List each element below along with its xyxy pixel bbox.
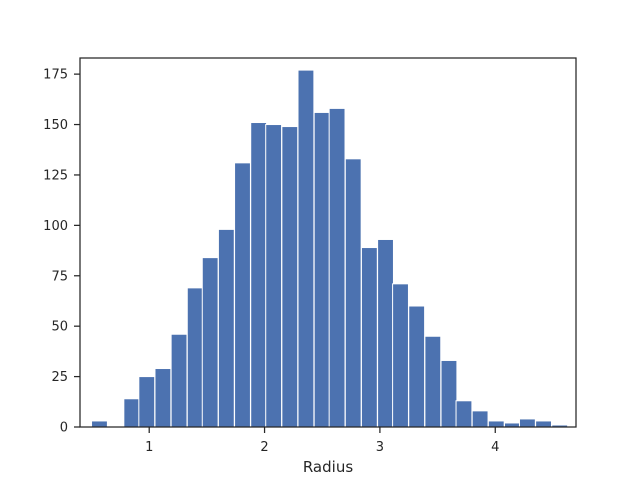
y-tick-label: 125 <box>43 168 68 183</box>
histogram-bar <box>455 400 473 428</box>
histogram-bar <box>408 305 426 428</box>
histogram-bar <box>440 359 458 428</box>
histogram-bars <box>91 69 569 428</box>
y-tick-label: 0 <box>60 421 68 436</box>
y-tick-label: 175 <box>43 68 68 83</box>
histogram-bar <box>297 69 315 428</box>
histogram-bar <box>170 333 188 428</box>
histogram-bar <box>471 410 489 428</box>
y-tick-label: 100 <box>43 219 68 234</box>
x-axis-label: Radius <box>303 458 353 476</box>
plot-frame <box>79 57 577 428</box>
histogram-bar <box>392 283 409 428</box>
y-tick-label: 50 <box>51 320 68 335</box>
histogram-bar <box>328 107 346 428</box>
y-axis-ticks: 0 25 50 75 100 125 150 175 <box>43 68 80 436</box>
y-tick-label: 75 <box>51 269 68 284</box>
x-tick-label: 4 <box>491 440 499 455</box>
histogram-bar <box>234 162 251 428</box>
histogram-bar <box>535 420 552 428</box>
y-tick-label: 25 <box>51 370 68 385</box>
x-axis-ticks: 1 2 3 4 <box>145 427 499 455</box>
histogram-bar <box>217 228 235 428</box>
histogram-bar <box>344 158 362 428</box>
histogram-bar <box>91 420 108 428</box>
x-tick-label: 3 <box>376 440 384 455</box>
histogram-bar <box>250 122 268 428</box>
histogram-bar <box>186 287 204 428</box>
x-tick-label: 1 <box>145 440 153 455</box>
x-tick-label: 2 <box>260 440 268 455</box>
y-tick-label: 150 <box>43 118 68 133</box>
histogram-bar <box>265 124 283 428</box>
histogram-bar <box>201 257 219 428</box>
histogram-bar <box>313 111 331 428</box>
histogram-bar <box>360 247 378 428</box>
histogram-bar <box>154 368 172 428</box>
histogram-bar <box>138 376 156 428</box>
histogram-bar <box>518 418 536 428</box>
histogram-bar <box>123 398 141 428</box>
histogram-bar <box>281 126 299 428</box>
histogram-bar <box>377 238 394 428</box>
histogram-bar <box>487 420 505 428</box>
histogram-bar <box>424 335 442 428</box>
